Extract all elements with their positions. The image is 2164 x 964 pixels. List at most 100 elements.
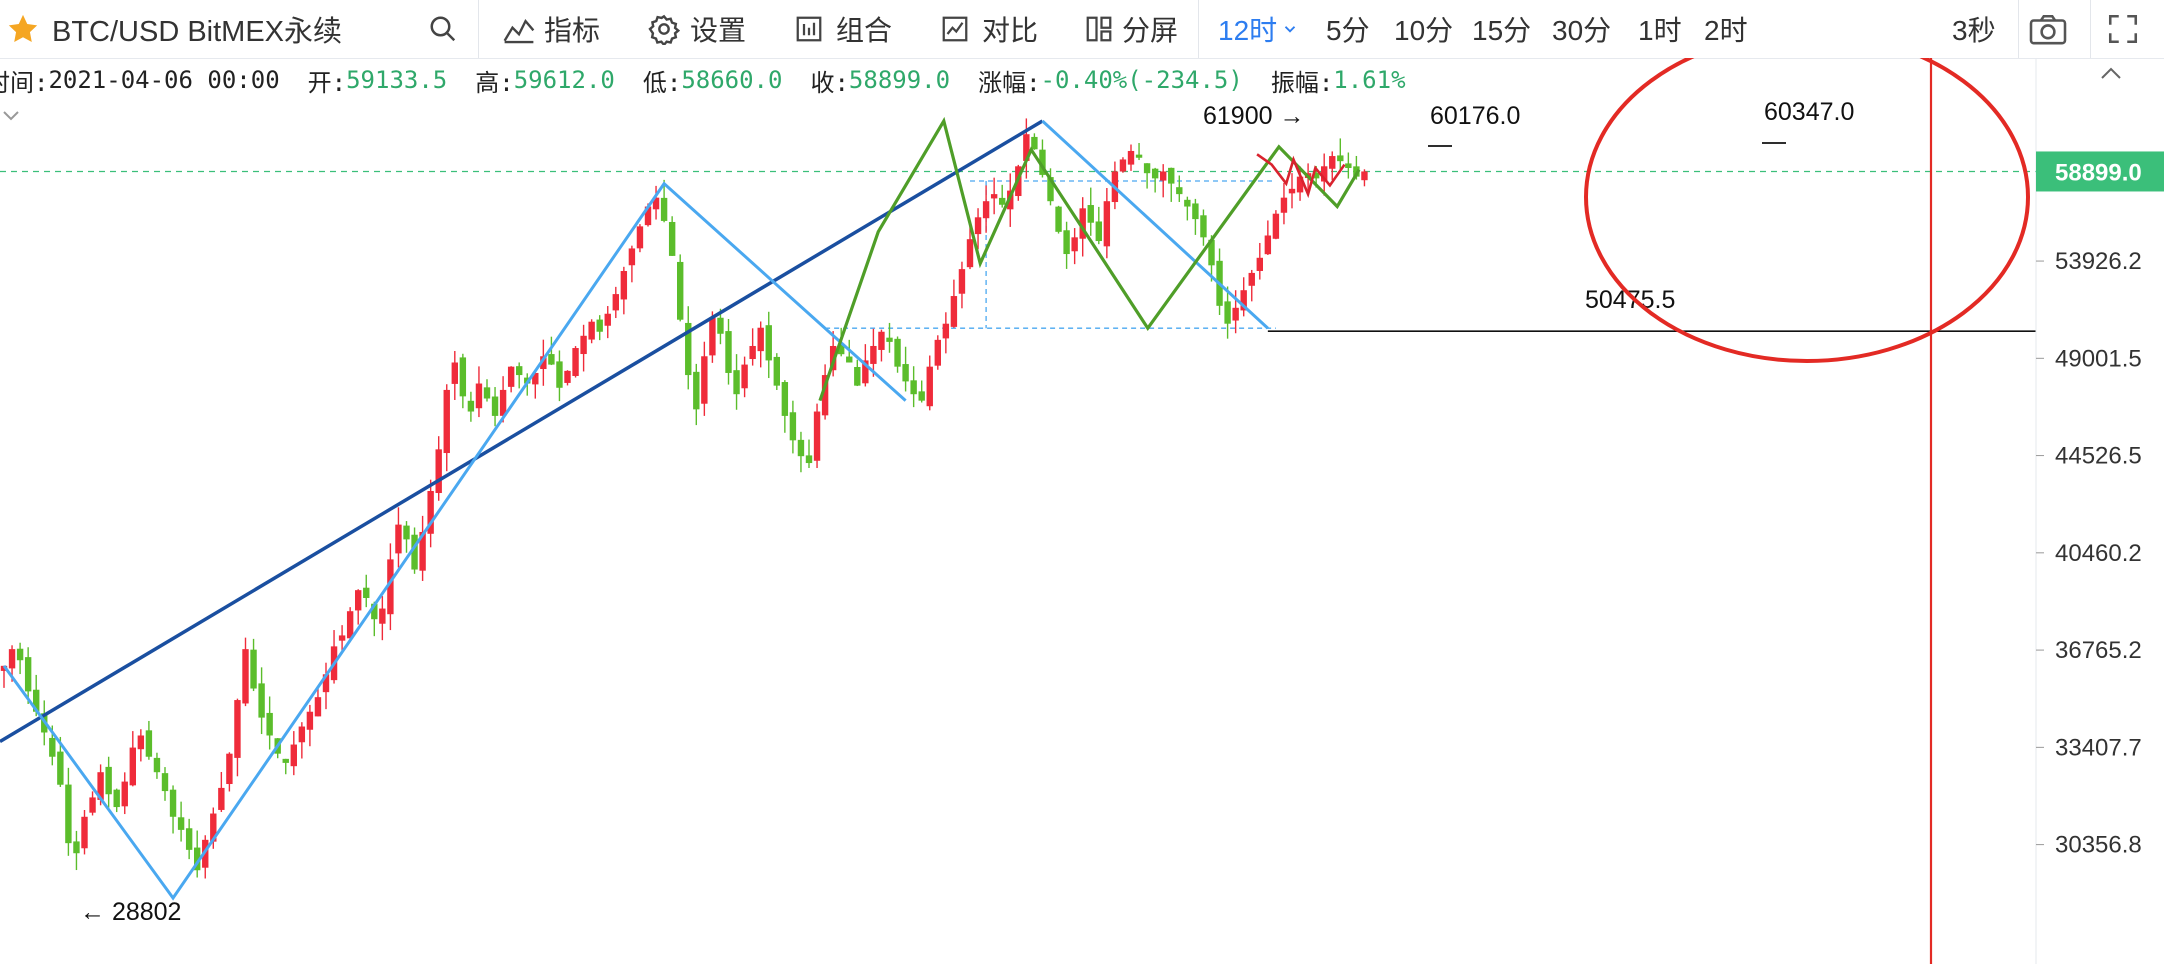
candle-body [942, 323, 950, 339]
candle-body [290, 744, 297, 767]
collapse-chevron-icon [3, 111, 19, 121]
blue-zigzag-line [2, 181, 907, 901]
candle-body [306, 711, 314, 730]
combine-button[interactable]: 组合 [794, 0, 892, 58]
candle-body [129, 747, 136, 786]
interval-12h-label: 12时 [1218, 15, 1278, 46]
interval-1h[interactable]: 1时 [1638, 15, 1682, 46]
compare-button[interactable]: 对比 [940, 0, 1038, 58]
candle-body [97, 772, 104, 800]
interval-15m[interactable]: 15分 [1472, 15, 1532, 46]
candle [620, 266, 628, 315]
split-screen-button[interactable]: 分屏 [1084, 0, 1178, 58]
candle-body [499, 389, 507, 416]
combine-label: 组合 [836, 15, 893, 46]
indicator-button[interactable]: 指标 [502, 0, 600, 58]
candle [1200, 209, 1207, 246]
candle-body [1280, 197, 1288, 213]
blue-zigzag-segment [1041, 119, 1269, 330]
interval-2h[interactable]: 2时 [1704, 15, 1748, 46]
low-value: 58660.0 [681, 66, 783, 94]
candle [419, 515, 426, 581]
candle [1119, 157, 1127, 173]
candle-body [177, 817, 185, 830]
camera-icon[interactable] [2028, 0, 2068, 58]
refresh-interval[interactable]: 3秒 [1952, 15, 1996, 46]
candle [314, 688, 322, 717]
candle-body [789, 412, 797, 441]
interval-12h[interactable]: 12时 [1218, 0, 1299, 58]
candle [258, 667, 265, 735]
candle-body [467, 400, 475, 412]
candle [773, 353, 780, 391]
candle-body [846, 356, 853, 363]
candle [1039, 139, 1046, 178]
interval-30m[interactable]: 30分 [1552, 15, 1612, 46]
candle [379, 596, 386, 641]
settings-button[interactable]: 设置 [648, 0, 746, 58]
candle-body [81, 816, 88, 849]
candle-body [1063, 230, 1070, 255]
candle-body [1200, 215, 1207, 238]
candle-body [548, 354, 555, 365]
candle-body [1176, 187, 1183, 195]
candle [1256, 242, 1263, 280]
favorite-star-icon[interactable] [6, 0, 40, 58]
candle [926, 355, 933, 411]
candle-body [346, 611, 354, 639]
candle [789, 400, 797, 454]
low-annotation: ← 28802 [80, 898, 181, 926]
interval-5m[interactable]: 5分 [1326, 15, 1370, 46]
candle-body [137, 735, 145, 750]
candle-body [145, 730, 153, 757]
candle [709, 311, 716, 363]
candlestick-chart[interactable]: ← 28802 61900 → 60176.0 50475.5 60347.0 5392… [0, 58, 2164, 964]
candle [564, 370, 571, 386]
candle [1184, 196, 1191, 221]
candle-body [516, 366, 523, 376]
candle [870, 328, 877, 377]
candle-body [797, 439, 805, 457]
fullscreen-icon[interactable] [2106, 0, 2140, 58]
candle [982, 185, 990, 233]
candle [435, 436, 442, 501]
candle [491, 387, 499, 427]
candle-body [411, 534, 418, 570]
candle-body [371, 603, 378, 620]
candle [483, 379, 491, 402]
symbol-title[interactable]: BTC/USD BitMEX永续 [52, 16, 343, 48]
candle-body [1264, 235, 1272, 255]
candle-body [894, 338, 901, 367]
candle-body [1160, 171, 1167, 181]
candle-body [49, 737, 56, 757]
candle [990, 177, 998, 215]
candle-body [717, 317, 724, 334]
interval-10m[interactable]: 10分 [1394, 15, 1454, 46]
candle-body [1103, 201, 1111, 247]
candle [894, 336, 901, 373]
candle [169, 785, 177, 834]
candle [1272, 210, 1280, 240]
candle [16, 642, 24, 675]
candle-body [435, 449, 442, 494]
candle [628, 245, 636, 283]
candle-body [660, 197, 668, 221]
candle [797, 431, 805, 473]
candle-body [1248, 272, 1255, 286]
highlight-circle [1584, 58, 2030, 363]
candle [499, 376, 507, 423]
search-icon[interactable] [428, 0, 458, 58]
candle [89, 791, 96, 816]
candle-body [644, 206, 652, 226]
candle-body [451, 362, 458, 384]
chevron-down-icon [1284, 26, 1296, 33]
candle-body [709, 317, 716, 356]
candle-body [387, 559, 394, 615]
candle-body [821, 375, 829, 416]
candle [355, 589, 362, 625]
candle-body [1192, 203, 1199, 220]
candle [24, 647, 32, 704]
chevron-up-icon[interactable] [2101, 67, 2121, 79]
candle-body [363, 587, 370, 599]
candle [242, 637, 249, 707]
